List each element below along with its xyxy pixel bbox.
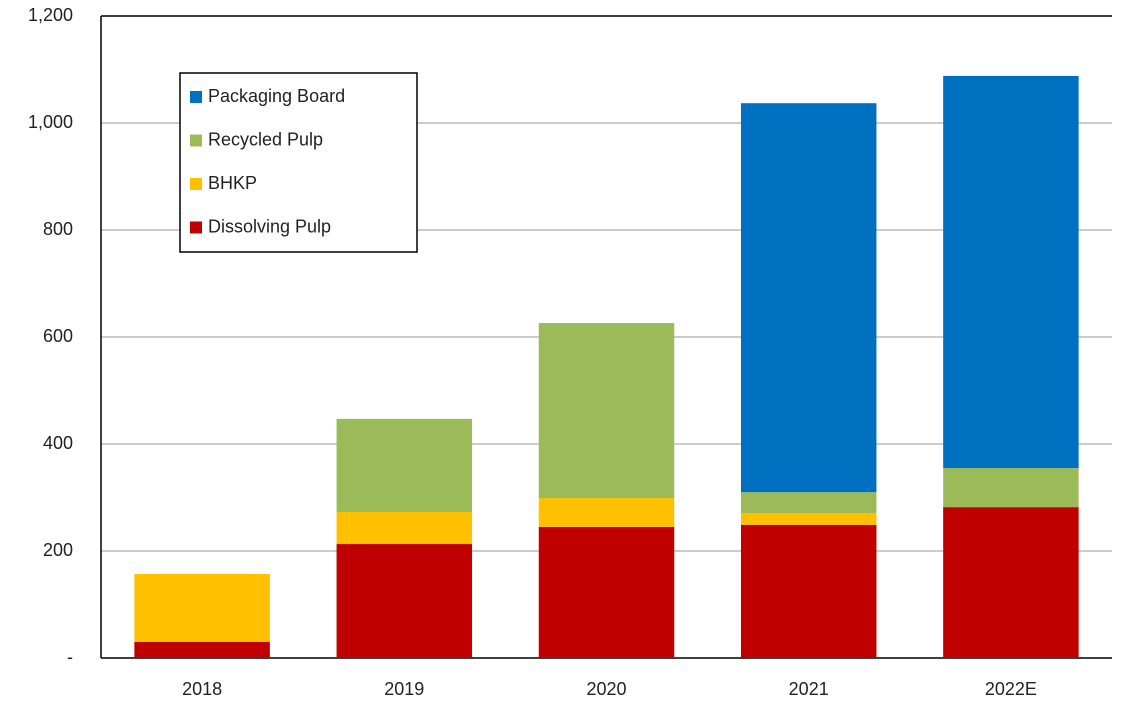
x-tick-label: 2020	[586, 679, 626, 699]
bar-segment	[538, 526, 675, 658]
x-tick-label: 2018	[182, 679, 222, 699]
x-tick-label: 2022E	[985, 679, 1037, 699]
y-tick-label: 600	[43, 326, 73, 346]
legend-label: Dissolving Pulp	[208, 216, 331, 236]
bar-segment	[943, 75, 1079, 469]
bar-segment	[336, 418, 473, 512]
bar-segment	[336, 544, 473, 658]
x-tick-label: 2021	[789, 679, 829, 699]
y-tick-label: 1,200	[28, 5, 73, 25]
x-tick-label: 2019	[384, 679, 424, 699]
legend-swatch	[190, 134, 202, 147]
y-tick-label: 200	[43, 540, 73, 560]
bar-segment	[538, 323, 675, 499]
bar-segment	[336, 511, 473, 545]
legend-label: Recycled Pulp	[208, 129, 323, 149]
bar-segment	[740, 103, 877, 493]
legend-label: Packaging Board	[208, 86, 345, 106]
bar-segment	[538, 498, 675, 527]
bar-segment	[943, 468, 1079, 508]
bar-segment	[740, 492, 877, 514]
bar-segment	[134, 641, 270, 658]
bar-segment	[134, 574, 270, 642]
legend-label: BHKP	[208, 173, 257, 193]
legend-swatch	[190, 178, 202, 190]
y-tick-label: 1,000	[28, 112, 73, 132]
y-tick-label: 800	[43, 219, 73, 239]
legend-swatch	[190, 91, 202, 103]
y-tick-label: 400	[43, 433, 73, 453]
legend-swatch	[190, 221, 202, 234]
legend-box	[179, 72, 418, 253]
bar-segment	[740, 524, 877, 658]
y-tick-label: -	[67, 647, 73, 667]
bar-segment	[943, 507, 1079, 658]
bar-segment	[740, 513, 877, 525]
